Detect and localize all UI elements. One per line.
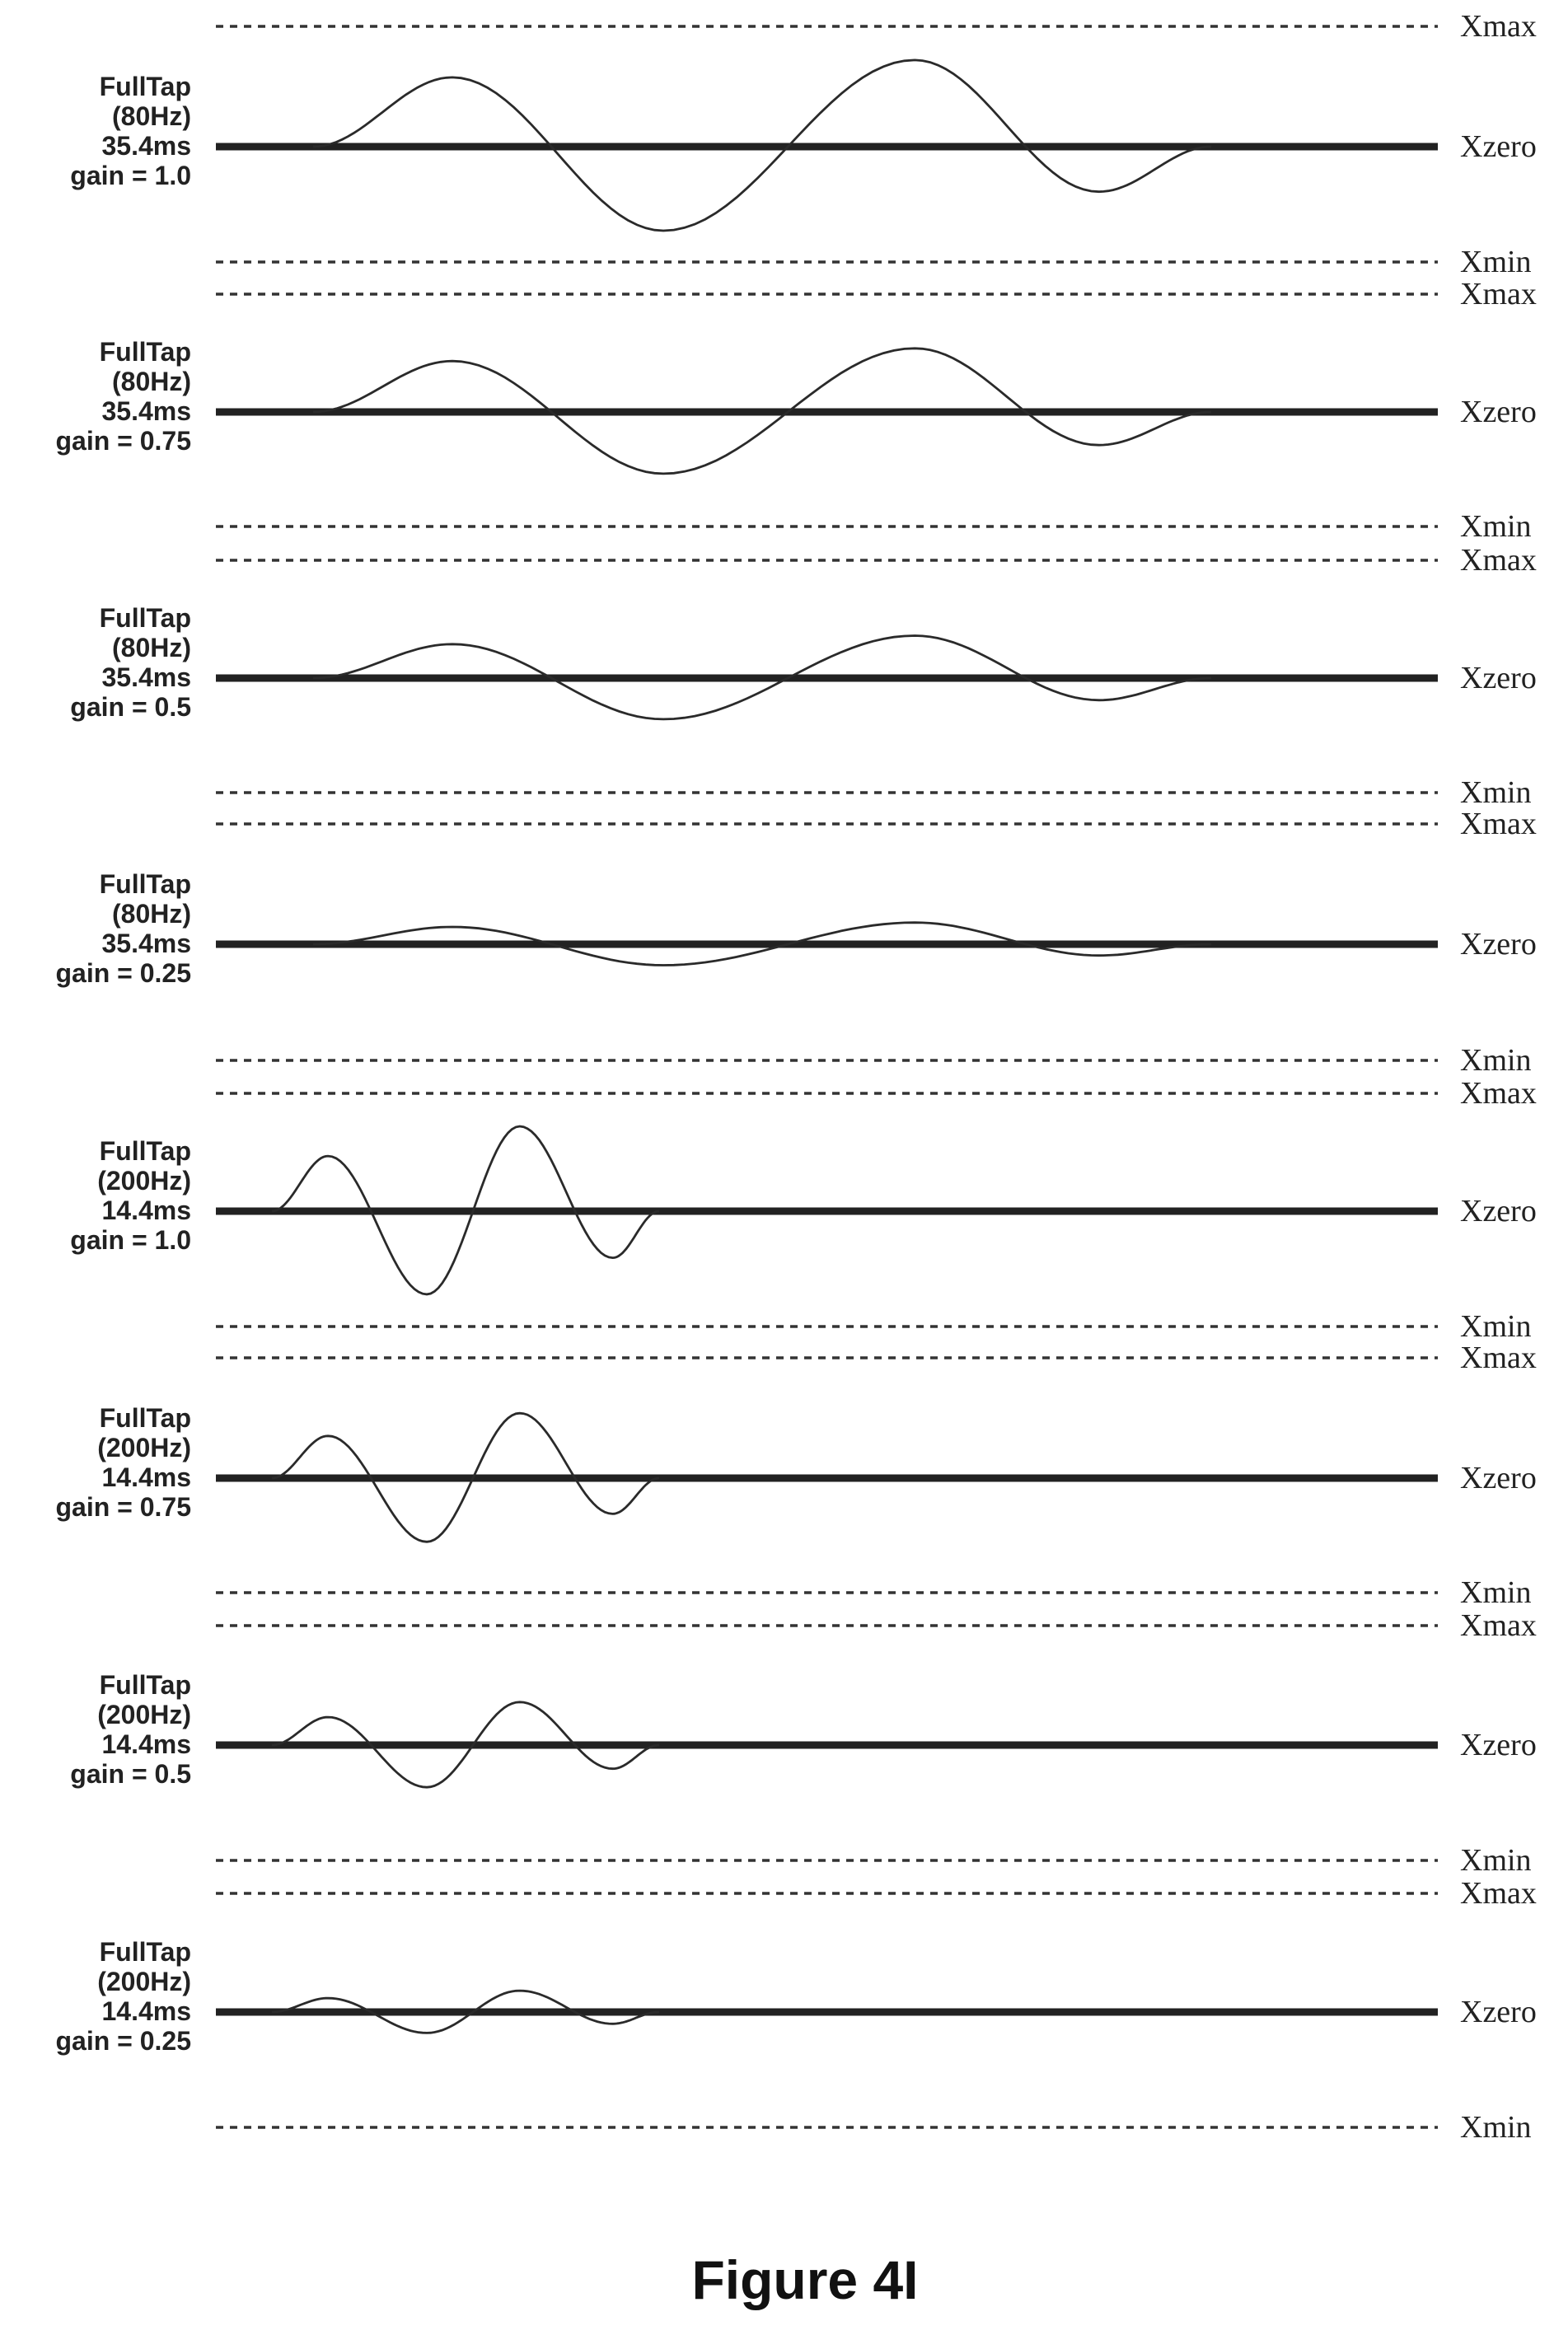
xmin-label: Xmin — [1460, 1575, 1532, 1610]
xmin-label: Xmin — [1460, 1843, 1532, 1878]
xmin-label: Xmin — [1460, 2110, 1532, 2145]
xmax-label: Xmax — [1460, 1076, 1537, 1111]
panel-gain-label: gain = 1.0 — [70, 161, 191, 190]
xmax-label: Xmax — [1460, 1341, 1537, 1375]
panel-name-label: FullTap — [100, 1937, 191, 1967]
panel-name-label: FullTap — [100, 869, 191, 899]
xzero-label: Xzero — [1460, 1194, 1537, 1228]
panel-duration-label: 14.4ms — [101, 1196, 191, 1225]
panel-gain-label: gain = 0.75 — [55, 426, 191, 456]
panel-duration-label: 35.4ms — [101, 929, 191, 958]
xzero-label: Xzero — [1460, 1995, 1537, 2029]
figure-caption: Figure 4I — [691, 2249, 918, 2310]
waveform-curve — [271, 1125, 660, 1296]
panel-frequency-label: (200Hz) — [97, 1166, 191, 1196]
xzero-label: Xzero — [1460, 927, 1537, 962]
panel-duration-label: 35.4ms — [101, 662, 191, 692]
panel-gain-label: gain = 0.25 — [55, 958, 191, 988]
panel-frequency-label: (80Hz) — [112, 633, 191, 662]
panel-duration-label: 14.4ms — [101, 1729, 191, 1759]
xmax-label: Xmax — [1460, 807, 1537, 841]
xmin-label: Xmin — [1460, 245, 1532, 279]
panel-duration-label: 35.4ms — [101, 396, 191, 426]
xzero-label: Xzero — [1460, 129, 1537, 164]
panel-name-label: FullTap — [100, 72, 191, 101]
panel-gain-label: gain = 0.25 — [55, 2026, 191, 2056]
xmin-label: Xmin — [1460, 1309, 1532, 1344]
panel-frequency-label: (80Hz) — [112, 101, 191, 131]
panel-name-label: FullTap — [100, 1136, 191, 1166]
xmax-label: Xmax — [1460, 543, 1537, 578]
waveform-curve — [312, 347, 1212, 475]
panel-frequency-label: (80Hz) — [112, 367, 191, 396]
panel-gain-label: gain = 1.0 — [70, 1225, 191, 1255]
waveform-curve — [271, 1701, 660, 1789]
panel-name-label: FullTap — [100, 603, 191, 633]
waveform-curve — [271, 1411, 660, 1543]
xzero-label: Xzero — [1460, 1728, 1537, 1762]
xmin-label: Xmin — [1460, 775, 1532, 810]
xmin-label: Xmin — [1460, 509, 1532, 544]
panel-name-label: FullTap — [100, 1403, 191, 1433]
panel-frequency-label: (80Hz) — [112, 899, 191, 929]
xmax-label: Xmax — [1460, 277, 1537, 311]
xmax-label: Xmax — [1460, 1608, 1537, 1643]
panel-name-label: FullTap — [100, 337, 191, 367]
xzero-label: Xzero — [1460, 661, 1537, 695]
xzero-label: Xzero — [1460, 1461, 1537, 1495]
panel-name-label: FullTap — [100, 1670, 191, 1700]
panel-gain-label: gain = 0.75 — [55, 1492, 191, 1522]
xmax-label: Xmax — [1460, 9, 1537, 44]
panel-frequency-label: (200Hz) — [97, 1967, 191, 1996]
panel-duration-label: 35.4ms — [101, 131, 191, 161]
panel-frequency-label: (200Hz) — [97, 1700, 191, 1729]
xmin-label: Xmin — [1460, 1043, 1532, 1078]
waveform-curve — [271, 1989, 660, 2034]
xmax-label: Xmax — [1460, 1876, 1537, 1911]
waveform-curve — [312, 921, 1212, 966]
waveform-curve — [312, 58, 1212, 232]
panel-frequency-label: (200Hz) — [97, 1433, 191, 1462]
panel-gain-label: gain = 0.5 — [70, 692, 191, 722]
panel-gain-label: gain = 0.5 — [70, 1759, 191, 1789]
xzero-label: Xzero — [1460, 395, 1537, 429]
panel-duration-label: 14.4ms — [101, 1996, 191, 2026]
panel-duration-label: 14.4ms — [101, 1462, 191, 1492]
waveform-curve — [312, 634, 1212, 721]
